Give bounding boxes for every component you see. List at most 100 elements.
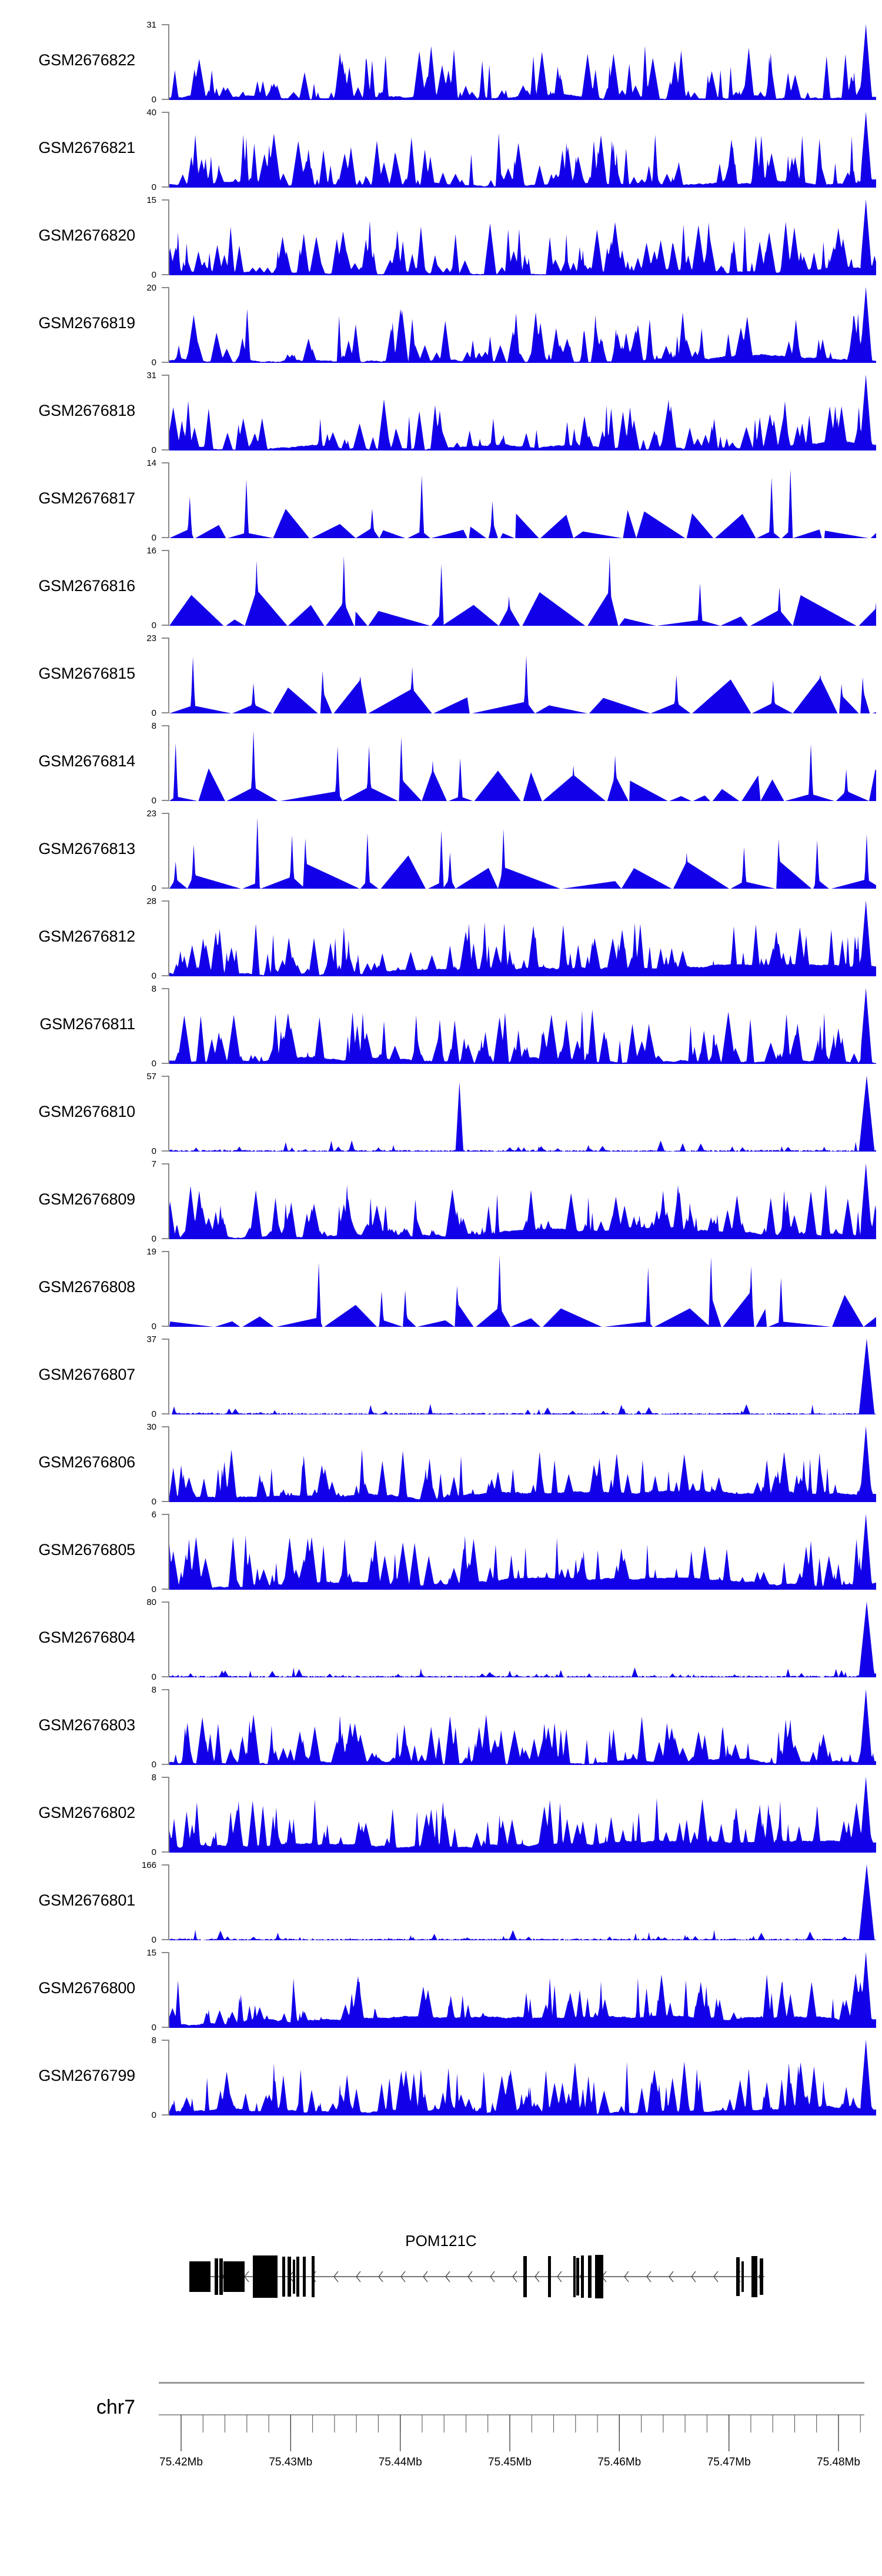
coverage-plot-area[interactable] [169, 725, 876, 801]
coverage-plot-area[interactable] [169, 1339, 876, 1414]
y-axis-max-label: 57 [146, 1072, 156, 1082]
coverage-plot-area[interactable] [169, 900, 876, 976]
y-axis-line [168, 1952, 169, 2028]
coverage-plot-area[interactable] [169, 988, 876, 1064]
y-axis-tick-max [162, 1514, 168, 1515]
coverage-plot-area[interactable] [169, 24, 876, 100]
track-label-gsm2676806: GSM2676806 [38, 1453, 135, 1471]
y-axis-tick-min [162, 99, 168, 100]
coverage-plot-area[interactable] [169, 112, 876, 188]
y-axis-tick-min [162, 625, 168, 626]
y-axis-min-label: 0 [151, 971, 156, 981]
y-axis-max-label: 40 [146, 108, 156, 118]
ruler-tick-label: 75.44Mb [379, 2456, 422, 2468]
coverage-plot-area[interactable] [169, 462, 876, 538]
y-axis-min-label: 0 [151, 708, 156, 718]
coverage-plot-area[interactable] [169, 1601, 876, 1677]
y-axis-max-label: 37 [146, 1334, 156, 1344]
coverage-plot-area[interactable] [169, 287, 876, 363]
coverage-plot-area[interactable] [169, 1864, 876, 1940]
strand-arrow-icon [557, 2271, 562, 2283]
gene-name-label: POM121C [405, 2232, 477, 2250]
coverage-track[interactable]: GSM2676808 19 0 [0, 1246, 882, 1332]
coverage-track[interactable]: GSM2676822 31 0 [0, 19, 882, 105]
coverage-track[interactable]: GSM2676806 30 0 [0, 1422, 882, 1507]
coverage-track[interactable]: GSM2676821 40 0 [0, 107, 882, 192]
coverage-track[interactable]: GSM2676820 15 0 [0, 195, 882, 280]
coverage-plot-area[interactable] [169, 375, 876, 451]
coverage-track[interactable]: GSM2676809 7 0 [0, 1159, 882, 1244]
coverage-track[interactable]: GSM2676807 37 0 [0, 1334, 882, 1419]
y-axis-line [168, 24, 169, 100]
coverage-track[interactable]: GSM2676800 15 0 [0, 1947, 882, 2033]
coverage-plot-area[interactable] [169, 1426, 876, 1502]
gene-model-svg[interactable] [141, 2252, 847, 2301]
gene-exon [751, 2256, 757, 2297]
y-axis-tick-min [162, 1676, 168, 1677]
y-axis-tick-max [162, 1601, 168, 1603]
coverage-plot-area[interactable] [169, 1514, 876, 1590]
y-axis-tick-min [162, 1851, 168, 1853]
y-axis-line [168, 550, 169, 626]
ruler-tick-label: 75.42Mb [159, 2456, 203, 2468]
coverage-plot-area[interactable] [169, 1689, 876, 1765]
y-axis-line [168, 1339, 169, 1414]
y-axis-tick-min [162, 2114, 168, 2115]
coverage-track[interactable]: GSM2676811 8 0 [0, 983, 882, 1069]
coverage-track[interactable]: GSM2676804 80 0 [0, 1597, 882, 1682]
y-axis-max-label: 19 [146, 1247, 156, 1257]
y-axis-tick-min [162, 537, 168, 538]
y-axis-max-label: 16 [146, 546, 156, 556]
strand-arrow-icon [400, 2271, 406, 2283]
coverage-track[interactable]: GSM2676802 8 0 [0, 1772, 882, 1857]
coverage-track[interactable]: GSM2676801 166 0 [0, 1860, 882, 1945]
coverage-plot-area[interactable] [169, 2040, 876, 2115]
coverage-track[interactable]: GSM2676799 8 0 [0, 2035, 882, 2120]
coverage-track[interactable]: GSM2676815 23 0 [0, 633, 882, 718]
gene-exon [760, 2258, 763, 2295]
y-axis-line [168, 1864, 169, 1940]
y-axis-tick-max [162, 112, 168, 113]
y-axis-tick-max [162, 1426, 168, 1427]
gene-exon [595, 2255, 603, 2298]
y-axis-max-label: 28 [146, 896, 156, 906]
coverage-plot-area[interactable] [169, 1777, 876, 1853]
gene-annotation-track[interactable]: POM121C [0, 2232, 882, 2308]
coverage-track[interactable]: GSM2676813 23 0 [0, 808, 882, 893]
coverage-plot-area[interactable] [169, 1251, 876, 1327]
track-label-gsm2676808: GSM2676808 [38, 1277, 135, 1296]
track-y-axis: 23 0 [139, 809, 169, 893]
coverage-plot-area[interactable] [169, 813, 876, 889]
track-label-gsm2676815: GSM2676815 [38, 664, 135, 682]
coverage-plot-area[interactable] [169, 550, 876, 626]
coverage-track[interactable]: GSM2676803 8 0 [0, 1684, 882, 1770]
coverage-plot-area[interactable] [169, 1952, 876, 2028]
coverage-track[interactable]: GSM2676805 6 0 [0, 1509, 882, 1594]
coverage-track[interactable]: GSM2676819 20 0 [0, 282, 882, 368]
y-axis-tick-max [162, 900, 168, 902]
y-axis-min-label: 0 [151, 1672, 156, 1682]
coverage-plot-area[interactable] [169, 199, 876, 275]
y-axis-line [168, 725, 169, 801]
track-label-gsm2676804: GSM2676804 [38, 1628, 135, 1646]
y-axis-tick-min [162, 274, 168, 275]
coverage-track[interactable]: GSM2676814 8 0 [0, 720, 882, 806]
coverage-plot-area[interactable] [169, 1163, 876, 1239]
coverage-track[interactable]: GSM2676817 14 0 [0, 458, 882, 543]
coverage-track[interactable]: GSM2676818 31 0 [0, 370, 882, 455]
track-y-axis: 31 0 [139, 371, 169, 455]
coverage-track[interactable]: GSM2676812 28 0 [0, 896, 882, 981]
y-axis-min-label: 0 [151, 1409, 156, 1419]
track-label-gsm2676810: GSM2676810 [38, 1102, 135, 1120]
y-axis-line [168, 1514, 169, 1590]
coverage-track[interactable]: GSM2676816 16 0 [0, 545, 882, 630]
coverage-plot-area[interactable] [169, 638, 876, 713]
y-axis-line [168, 988, 169, 1064]
coverage-plot-area[interactable] [169, 1076, 876, 1152]
y-axis-max-label: 8 [151, 984, 156, 994]
y-axis-min-label: 0 [151, 1847, 156, 1857]
coverage-track[interactable]: GSM2676810 57 0 [0, 1071, 882, 1156]
